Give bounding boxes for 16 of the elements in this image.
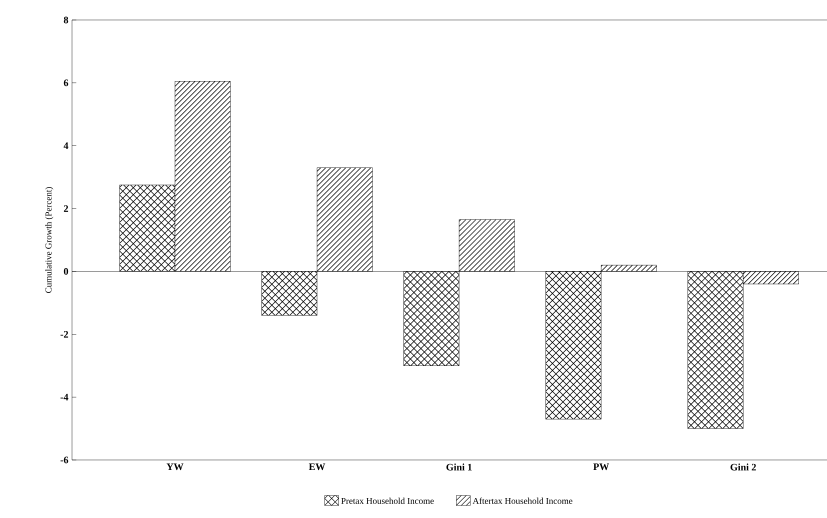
y-tick-label: 6	[64, 80, 68, 86]
y-tick-label: 8	[64, 16, 68, 24]
x-tick-label: EW	[308, 463, 326, 470]
y-tick-label: 2	[64, 205, 68, 212]
x-tick-label: Gini 2	[730, 463, 756, 471]
y-tick-label: 4	[64, 142, 68, 149]
y-tick-label: 0	[64, 268, 68, 275]
legend-label: Aftertax Household Income	[472, 498, 572, 504]
x-tick-label: Gini 1	[446, 463, 472, 471]
y-tick-label: -6	[60, 456, 68, 464]
legend-label: Pretax Household Income	[341, 498, 434, 504]
x-tick-label: YW	[166, 463, 184, 470]
y-axis-title: Cumulative Growth (Percent)	[45, 187, 54, 293]
x-tick-label: PW	[593, 463, 610, 470]
y-tick-label: -2	[60, 330, 68, 338]
y-tick-label: -4	[60, 394, 68, 400]
